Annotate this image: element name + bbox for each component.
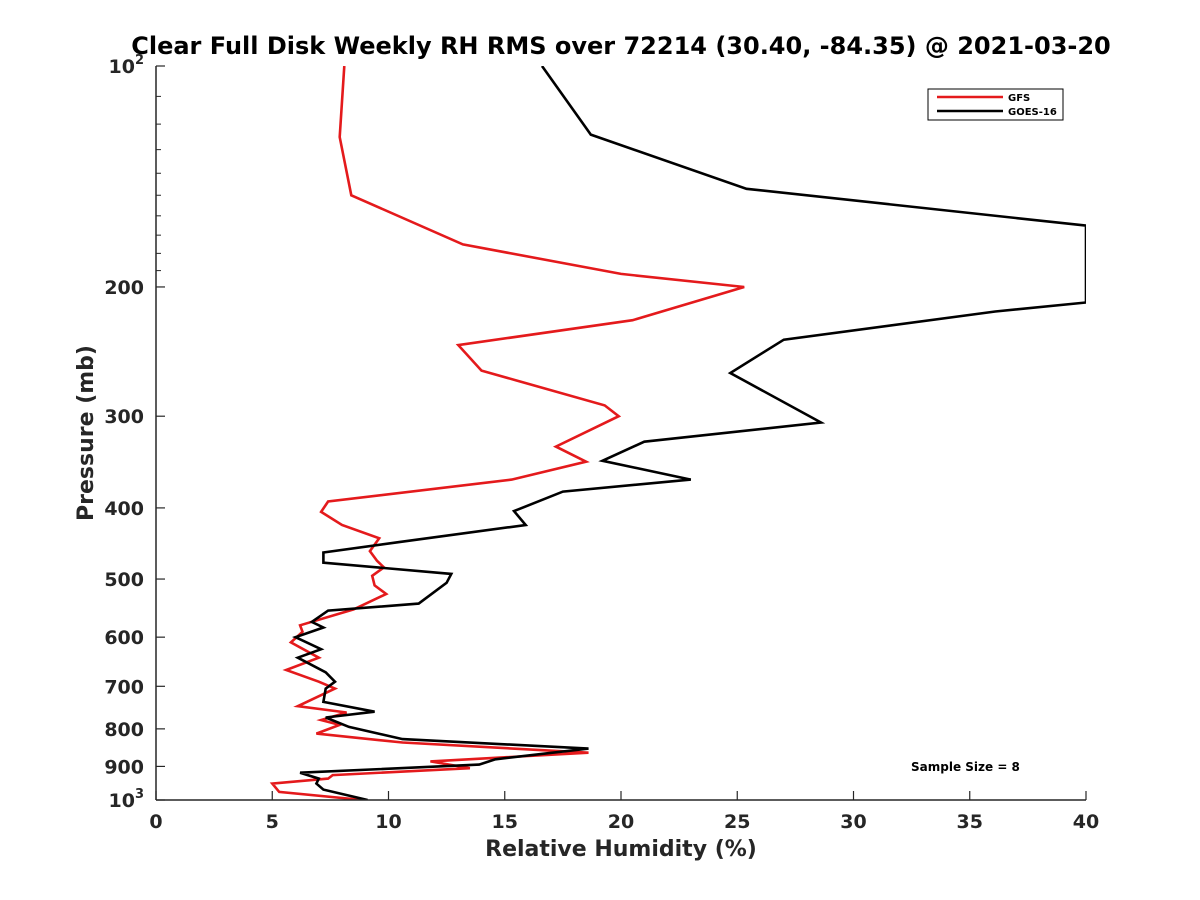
- x-tick-label: 15: [492, 811, 518, 833]
- sample-size-annotation: Sample Size = 8: [911, 760, 1020, 774]
- y-tick-label: 800: [104, 719, 144, 741]
- y-axis-label: Pressure (mb): [74, 345, 99, 521]
- x-tick-label: 25: [724, 811, 750, 833]
- y-tick-label: 700: [104, 676, 144, 698]
- x-tick-label: 0: [149, 811, 162, 833]
- y-tick-label: 900: [104, 756, 144, 778]
- y-tick-label: 102: [109, 53, 145, 78]
- x-tick-label: 5: [266, 811, 279, 833]
- y-tick-label: 300: [104, 406, 144, 428]
- y-tick-label: 500: [104, 569, 144, 591]
- x-tick-label: 30: [840, 811, 866, 833]
- x-tick-label: 35: [957, 811, 983, 833]
- legend-label-goes16: GOES-16: [1008, 107, 1057, 118]
- x-tick-label: 20: [608, 811, 634, 833]
- x-tick-label: 40: [1073, 811, 1099, 833]
- legend: GFS GOES-16: [927, 88, 1064, 121]
- legend-box: [927, 88, 1064, 121]
- legend-label-gfs: GFS: [1008, 93, 1030, 104]
- plot-area: 0 5 10 15 20 25 30 35 40 102 200 300 400 500 600 700 800…: [104, 53, 1099, 833]
- y-tick-label: 600: [104, 627, 144, 649]
- series-line-goes16: [292, 66, 1086, 800]
- series-line-gfs: [269, 66, 745, 800]
- chart-title: Clear Full Disk Weekly RH RMS over 72214…: [131, 32, 1111, 60]
- x-axis-label: Relative Humidity (%): [485, 837, 757, 862]
- y-tick-label: 400: [104, 498, 144, 520]
- y-tick-label: 200: [104, 277, 144, 299]
- x-tick-label: 10: [375, 811, 401, 833]
- y-tick-label: 103: [109, 787, 145, 812]
